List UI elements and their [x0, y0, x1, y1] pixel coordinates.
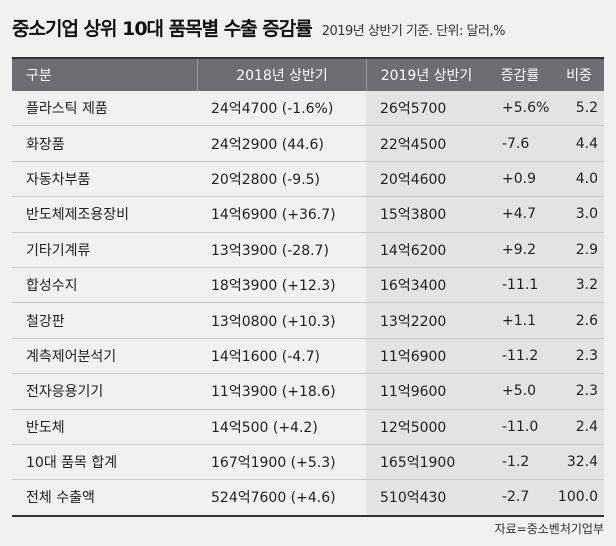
header-2019h1: 2019년 상반기	[366, 59, 486, 91]
table-row: 철강판 13억0800 (+10.3) 13억2200 +1.1 2.6	[12, 303, 604, 339]
table-row: 화장품 24억2900 (44.6) 22억4500 -7.6 4.4	[12, 126, 604, 162]
table-row: 계측제어분석기 14억1600 (-4.7) 11억6900 -11.2 2.3	[12, 338, 604, 375]
row-share: 2.9	[554, 232, 604, 267]
table-row: 플라스틱 제품 24억4700 (-1.6%) 26억5700 +5.6% 5.2	[12, 91, 604, 127]
row-category: 플라스틱 제품	[26, 101, 108, 118]
table-row: 합성수지 18억3900 (+12.3) 16억3400 -11.1 3.2	[12, 267, 604, 304]
row-change-rate: +0.9	[486, 161, 554, 197]
row-change-rate: -2.7	[486, 480, 554, 515]
row-share: 5.2	[554, 91, 604, 126]
header-2018h1: 2018년 상반기	[197, 59, 366, 91]
row-change-rate: +5.6%	[486, 91, 554, 126]
table-row: 전체 수출액 524억7600 (+4.6) 510억430 -2.7 100.0	[12, 480, 604, 517]
row-2019h1: 26억5700	[366, 91, 486, 126]
row-category: 기타기계류	[26, 242, 91, 259]
row-2018h1: 14억1600 (-4.7)	[211, 348, 321, 365]
row-2018h1: 14억500 (+4.2)	[211, 419, 318, 436]
row-change-rate: -11.0	[486, 409, 554, 444]
row-category: 전자응용기기	[26, 384, 104, 401]
row-2018h1: 24억2900 (44.6)	[211, 136, 324, 153]
table-row: 10대 품목 합계 167억1900 (+5.3) 165억1900 -1.2 32.4	[12, 444, 604, 481]
row-category: 자동차부품	[26, 171, 91, 188]
header-category: 구분	[26, 68, 52, 84]
row-2018h1: 11억3900 (+18.6)	[211, 384, 336, 401]
table-row: 기타기계류 13억3900 (-28.7) 14억6200 +9.2 2.9	[12, 232, 604, 268]
header-share: 비중	[566, 68, 592, 84]
row-2018h1: 13억0800 (+10.3)	[211, 313, 336, 330]
table-row: 반도체 14억500 (+4.2) 12억5000 -11.0 2.4	[12, 409, 604, 445]
table-row: 전자응용기기 11억3900 (+18.6) 11억9600 +5.0 2.3	[12, 374, 604, 410]
row-change-rate: +9.2	[486, 232, 554, 267]
source-note: 자료=중소벤처기업부	[494, 522, 604, 536]
row-change-rate: -1.2	[486, 444, 554, 480]
table-row: 자동차부품 20억2800 (-9.5) 20억4600 +0.9 4.0	[12, 161, 604, 198]
row-category: 전체 수출액	[26, 490, 95, 507]
row-change-rate: -11.1	[486, 267, 554, 303]
table-row: 반도체제조용장비 14억6900 (+36.7) 15억3800 +4.7 3.0	[12, 197, 604, 233]
row-category: 반도체제조용장비	[26, 207, 130, 224]
row-share: 3.2	[554, 267, 604, 303]
row-share: 3.0	[554, 197, 604, 232]
table-header: 구분 2018년 상반기 2019년 상반기 증감률 비중	[12, 59, 604, 91]
row-2019h1: 11억6900	[366, 338, 486, 374]
row-change-rate: +4.7	[486, 197, 554, 232]
row-category: 합성수지	[26, 278, 78, 295]
row-share: 4.4	[554, 126, 604, 161]
row-2018h1: 524억7600 (+4.6)	[211, 490, 336, 507]
row-2019h1: 510억430	[366, 480, 486, 515]
row-2019h1: 165억1900	[366, 444, 486, 480]
row-category: 화장품	[26, 136, 65, 153]
row-2019h1: 15억3800	[366, 197, 486, 232]
row-change-rate: +1.1	[486, 303, 554, 338]
row-change-rate: -11.2	[486, 338, 554, 374]
row-share: 32.4	[554, 444, 604, 480]
row-share: 2.4	[554, 409, 604, 444]
row-category: 계측제어분석기	[26, 348, 117, 365]
row-category: 반도체	[26, 419, 65, 436]
row-share: 4.0	[554, 161, 604, 197]
row-share: 2.3	[554, 338, 604, 374]
header: 중소기업 상위 10대 품목별 수출 증감률 2019년 상반기 기준. 단위:…	[12, 14, 606, 44]
header-change-rate: 증감률	[500, 68, 540, 84]
row-2019h1: 14억6200	[366, 232, 486, 267]
chart-subtitle: 2019년 상반기 기준. 단위: 달러,%	[321, 24, 506, 39]
row-2018h1: 167억1900 (+5.3)	[211, 455, 336, 472]
row-share: 2.3	[554, 374, 604, 409]
row-2018h1: 18억3900 (+12.3)	[211, 278, 336, 295]
row-2018h1: 13억3900 (-28.7)	[211, 242, 329, 259]
row-share: 100.0	[554, 480, 604, 515]
row-2018h1: 24억4700 (-1.6%)	[211, 101, 334, 118]
table-body: 플라스틱 제품 24억4700 (-1.6%) 26억5700 +5.6% 5.2 화장품…	[12, 91, 604, 517]
chart-title: 중소기업 상위 10대 품목별 수출 증감률	[12, 18, 313, 40]
row-2019h1: 20억4600	[366, 161, 486, 197]
row-2019h1: 11억9600	[366, 374, 486, 409]
export-table: 구분 2018년 상반기 2019년 상반기 증감률 비중 플라스틱 제품 24억…	[12, 57, 604, 517]
row-2019h1: 12억5000	[366, 409, 486, 444]
row-category: 10대 품목 합계	[26, 455, 118, 472]
row-change-rate: +5.0	[486, 374, 554, 409]
row-2019h1: 13억2200	[366, 303, 486, 338]
row-share: 2.6	[554, 303, 604, 338]
row-2019h1: 16억3400	[366, 267, 486, 303]
row-category: 철강판	[26, 313, 65, 330]
row-2018h1: 20억2800 (-9.5)	[211, 171, 321, 188]
row-change-rate: -7.6	[486, 126, 554, 161]
row-2019h1: 22억4500	[366, 126, 486, 161]
row-2018h1: 14억6900 (+36.7)	[211, 207, 336, 224]
